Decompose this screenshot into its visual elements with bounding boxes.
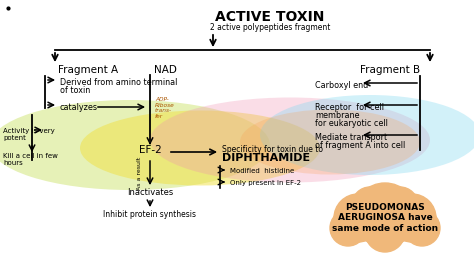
Circle shape [334,194,382,242]
Circle shape [382,187,418,223]
Ellipse shape [240,110,420,174]
Text: Fragment B: Fragment B [360,65,420,75]
Text: 2 active polypeptides fragment: 2 active polypeptides fragment [210,23,330,32]
Text: Specificity for toxin due to: Specificity for toxin due to [222,145,323,154]
Text: of fragment A into cell: of fragment A into cell [315,141,405,150]
Ellipse shape [150,98,430,182]
Text: NAD: NAD [154,65,176,75]
Circle shape [404,210,440,246]
Text: PSEUDOMONAS
AERUGINOSA have
same mode of action: PSEUDOMONAS AERUGINOSA have same mode of… [332,203,438,233]
Text: potent: potent [3,135,26,141]
Text: Derived from amino terminal: Derived from amino terminal [60,78,177,87]
Text: membrane: membrane [315,111,359,120]
Text: Kill a cell in few: Kill a cell in few [3,153,58,159]
Text: EF-2: EF-2 [138,145,161,155]
Text: Inactivates: Inactivates [127,188,173,197]
Text: Activity is very: Activity is very [3,128,55,134]
Ellipse shape [80,110,320,185]
Text: of toxin: of toxin [60,86,90,95]
Text: hours: hours [3,160,23,166]
Text: ACTIVE TOXIN: ACTIVE TOXIN [215,10,325,24]
Ellipse shape [260,95,474,175]
Circle shape [369,184,401,216]
Text: Modified  histidine: Modified histidine [230,168,294,174]
Text: Only present in EF-2: Only present in EF-2 [230,180,301,186]
Text: Mediate transport: Mediate transport [315,133,387,142]
Text: Inhibit protein synthesis: Inhibit protein synthesis [103,210,197,219]
Circle shape [352,187,388,223]
Text: ADP-
Ribose
trans-
fer: ADP- Ribose trans- fer [155,97,175,119]
Text: catalyzes: catalyzes [60,103,98,112]
Text: for eukaryotic cell: for eukaryotic cell [315,119,388,128]
Ellipse shape [0,100,270,190]
Text: As a result: As a result [137,156,143,190]
Text: DIPHTHAMIDE: DIPHTHAMIDE [222,153,310,163]
Text: Fragment A: Fragment A [58,65,118,75]
Circle shape [353,183,417,247]
Text: Carboxyl end: Carboxyl end [315,81,368,90]
Circle shape [365,212,405,252]
Circle shape [388,194,436,242]
Text: Receptor  for cell: Receptor for cell [315,103,384,112]
Circle shape [330,210,366,246]
